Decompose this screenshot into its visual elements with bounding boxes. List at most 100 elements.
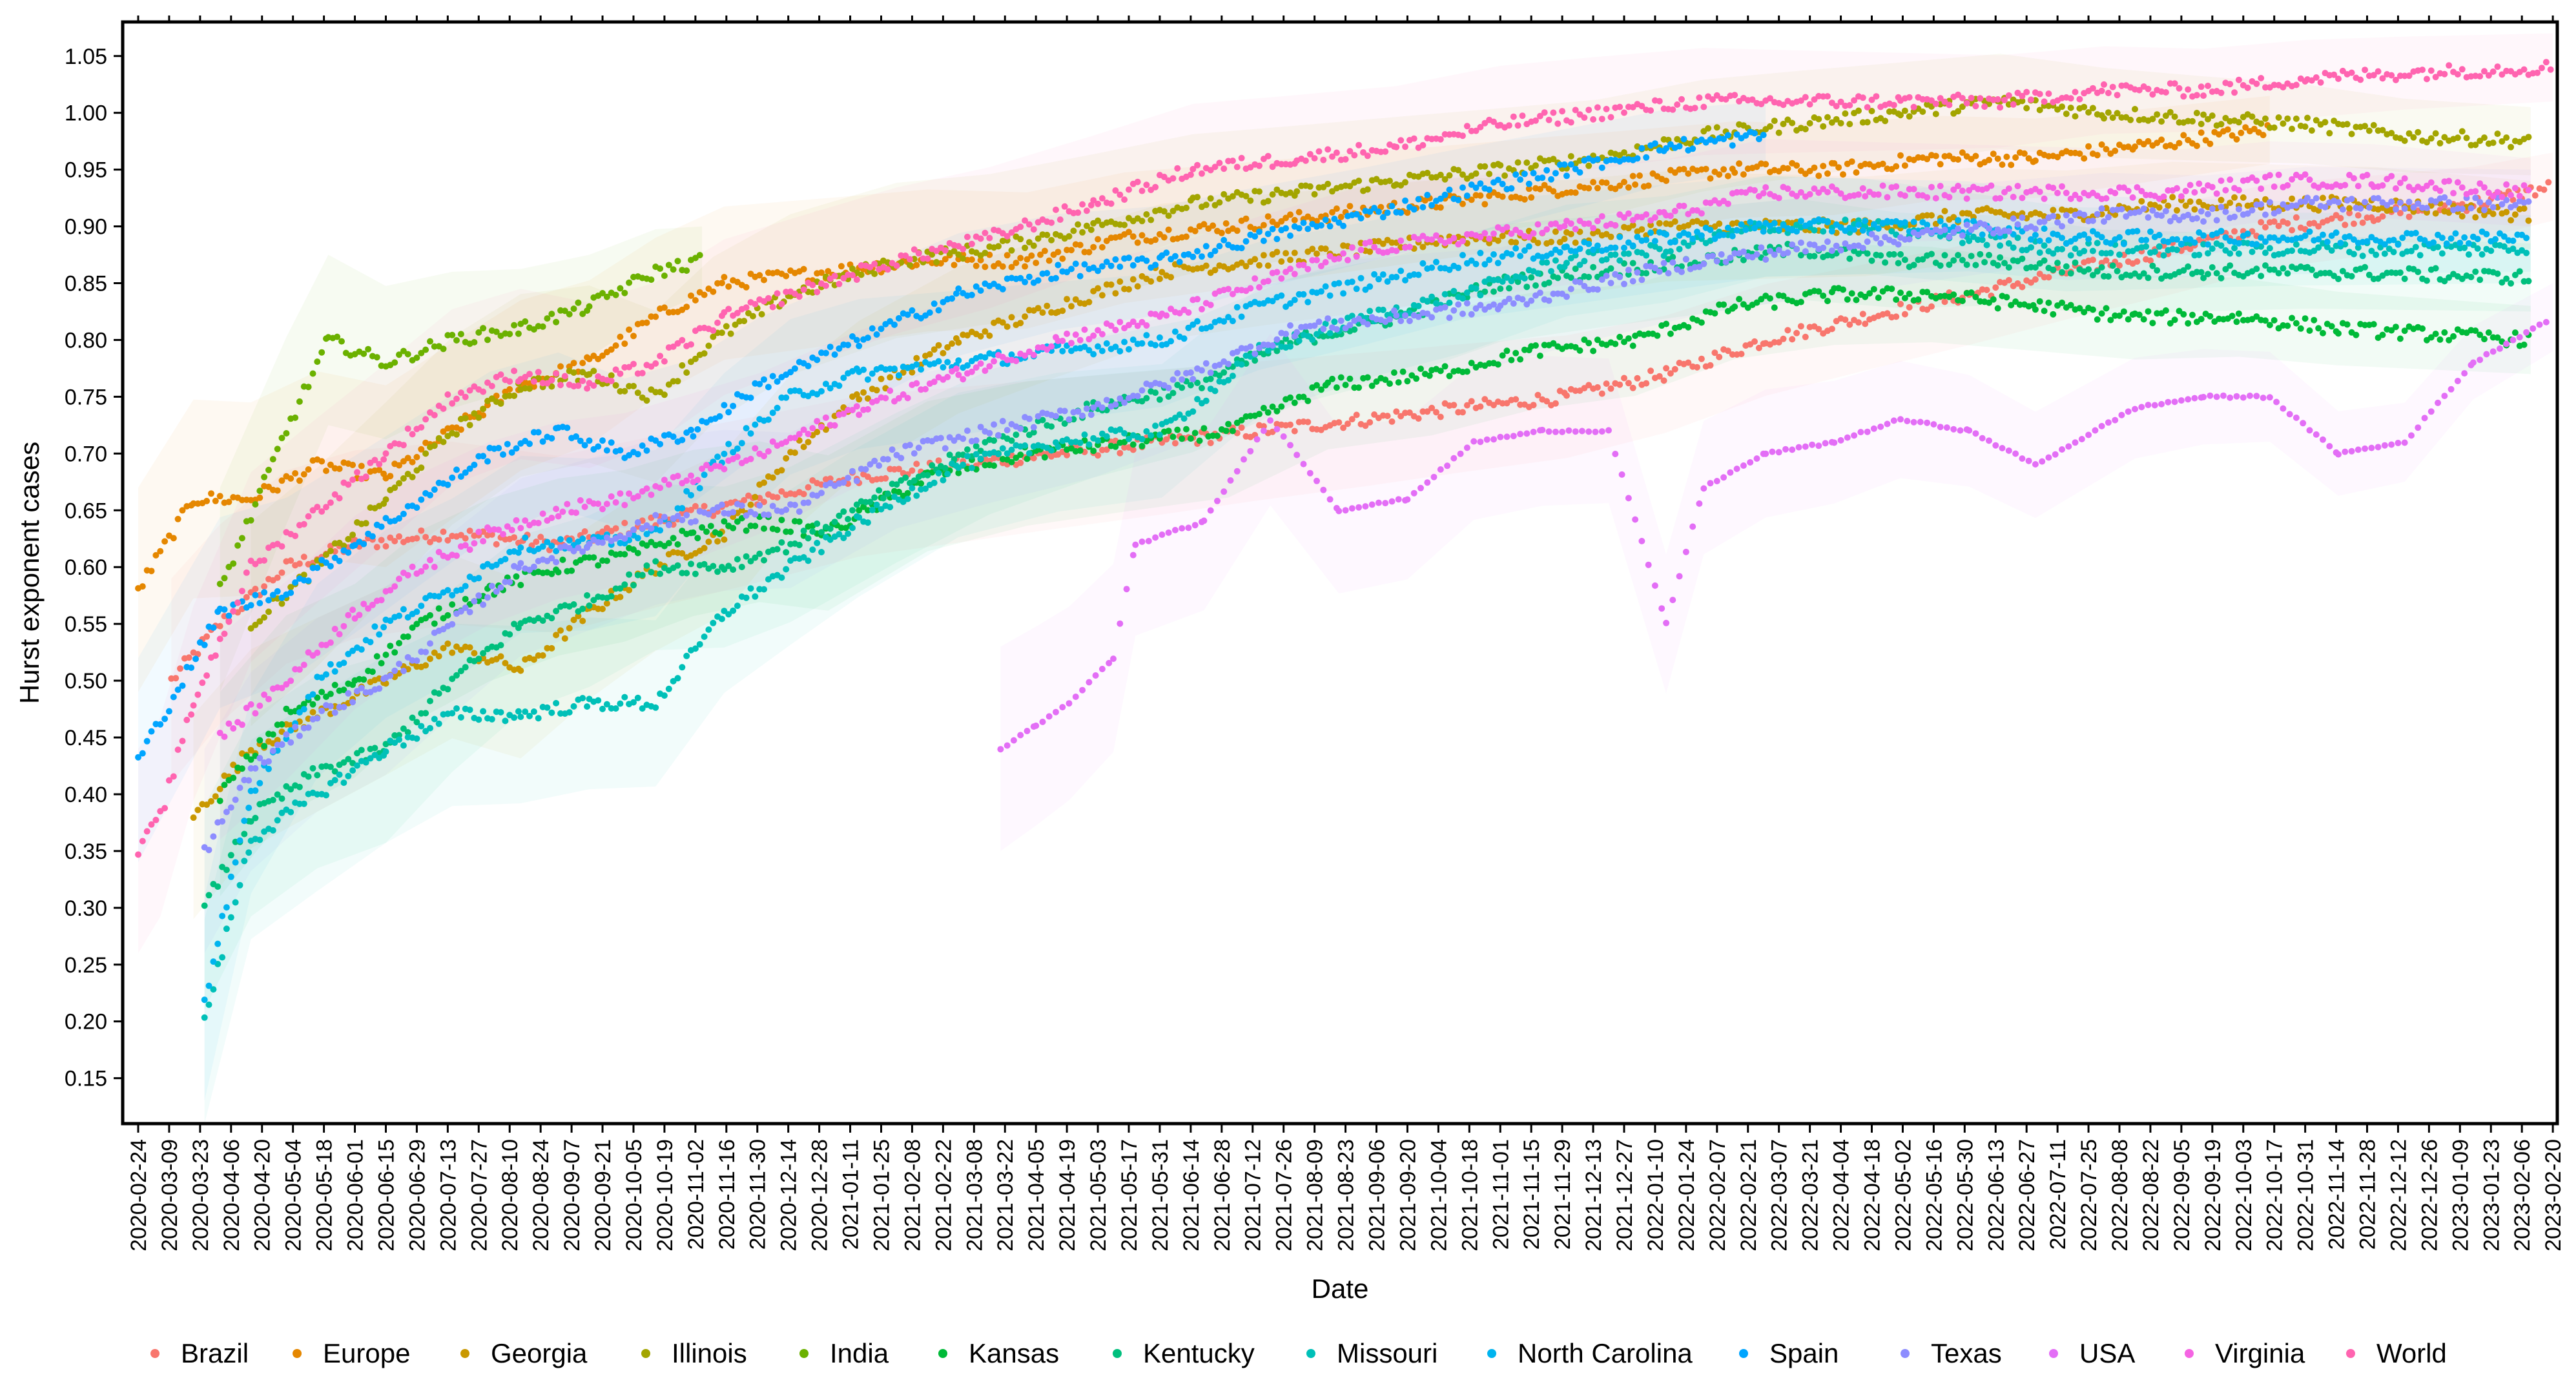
data-point: [1441, 363, 1448, 370]
data-point: [1955, 252, 1962, 259]
data-point: [1291, 399, 1298, 406]
data-point: [1163, 249, 1170, 256]
data-point: [2304, 114, 2311, 121]
data-point: [765, 511, 772, 519]
data-point: [1656, 245, 1663, 252]
data-point: [409, 458, 416, 466]
data-point: [2320, 231, 2326, 238]
data-point: [665, 522, 672, 528]
data-point: [1990, 150, 1997, 158]
data-point: [931, 479, 938, 486]
data-point: [1963, 262, 1970, 268]
data-point: [1689, 235, 1696, 242]
data-point: [1955, 156, 1962, 163]
data-point: [2437, 139, 2444, 147]
data-point: [1320, 325, 1327, 333]
data-point: [2218, 227, 2225, 234]
data-point: [639, 571, 646, 579]
data-point: [1848, 158, 1855, 165]
data-point: [904, 489, 911, 497]
data-point: [265, 758, 272, 765]
data-point: [2209, 112, 2216, 119]
data-point: [973, 262, 980, 269]
data-point: [1256, 228, 1262, 235]
data-point: [1048, 423, 1055, 430]
data-point: [1283, 214, 1290, 221]
data-point: [1508, 185, 1515, 192]
data-point: [2280, 120, 2287, 127]
data-point: [327, 703, 334, 710]
data-point: [1713, 124, 1720, 131]
data-point: [1064, 247, 1071, 254]
data-point: [818, 549, 825, 555]
data-point: [535, 715, 542, 722]
data-point: [1017, 451, 1024, 458]
data-point: [2149, 320, 2156, 327]
data-point: [1864, 250, 1871, 257]
data-point: [1156, 275, 1163, 282]
data-point: [2180, 311, 2187, 318]
data-point: [1103, 396, 1110, 404]
data-point: [2233, 136, 2240, 143]
data-point: [949, 340, 956, 347]
data-point: [223, 867, 230, 874]
data-point: [530, 656, 537, 663]
data-point: [396, 462, 402, 469]
data-point: [373, 354, 380, 361]
data-point: [292, 470, 299, 477]
data-point: [1355, 384, 1363, 391]
data-point: [1667, 248, 1674, 255]
data-point: [309, 708, 316, 715]
data-point: [734, 556, 741, 562]
data-point: [376, 631, 383, 638]
data-point: [1424, 192, 1431, 198]
data-point: [1521, 275, 1528, 282]
data-point: [2412, 243, 2419, 251]
data-point: [694, 535, 701, 542]
data-point: [915, 444, 922, 451]
data-point: [1775, 168, 1782, 175]
data-point: [679, 664, 686, 671]
data-point: [376, 466, 383, 473]
data-point: [2176, 139, 2183, 147]
data-point: [1025, 450, 1033, 457]
data-point: [1098, 243, 1106, 251]
data-point: [688, 491, 694, 499]
data-point: [657, 527, 664, 534]
data-point: [2320, 194, 2326, 201]
data-point: [305, 773, 312, 780]
data-point: [864, 395, 871, 402]
data-point: [2202, 137, 2209, 144]
data-point: [431, 486, 438, 493]
data-point: [2145, 308, 2152, 315]
data-point: [1287, 256, 1293, 263]
data-point: [1585, 274, 1592, 280]
data-point: [1828, 325, 1835, 333]
data-point: [1419, 408, 1427, 415]
data-point: [1291, 249, 1298, 256]
data-point: [1459, 200, 1466, 207]
data-point: [2101, 115, 2107, 122]
data-point: [513, 573, 520, 580]
data-point: [2032, 306, 2039, 313]
data-point: [986, 332, 993, 339]
data-point: [223, 925, 230, 932]
data-point: [1585, 340, 1592, 347]
data-point: [1168, 338, 1175, 345]
data-point: [2438, 234, 2446, 242]
data-point: [2008, 161, 2015, 169]
data-point: [1685, 170, 1692, 177]
data-point: [723, 323, 730, 330]
data-point: [942, 445, 949, 452]
data-point: [586, 437, 593, 444]
data-point: [2441, 329, 2448, 336]
data-point: [1326, 330, 1334, 336]
data-point: [935, 342, 942, 349]
data-point: [444, 537, 451, 544]
data-point: [1402, 179, 1408, 186]
data-point: [497, 584, 504, 591]
data-point: [1607, 233, 1614, 240]
data-point: [1397, 209, 1405, 216]
data-point: [2005, 276, 2012, 283]
data-point: [1068, 247, 1075, 254]
